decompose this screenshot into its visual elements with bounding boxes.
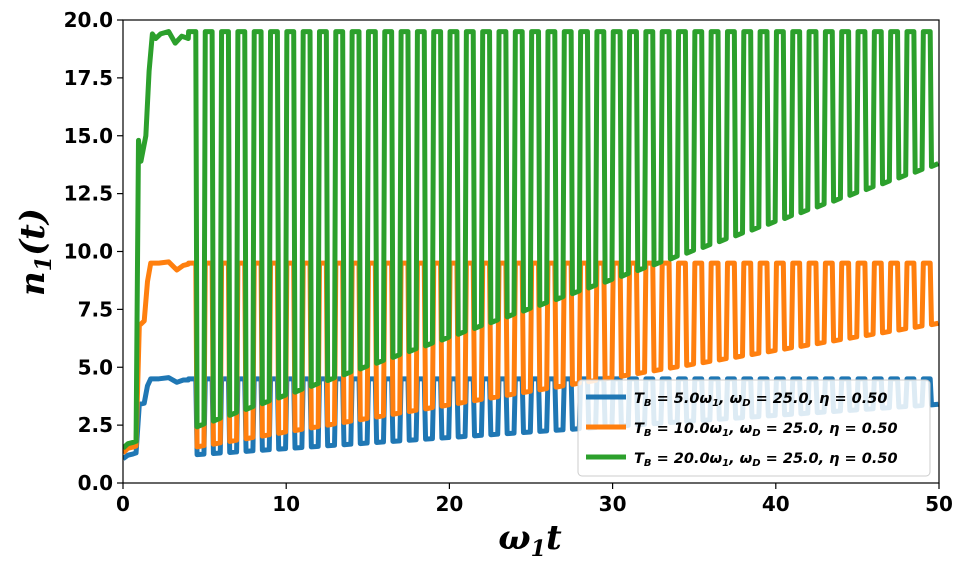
legend-entry-1: TB = 10.0ω1, ωD = 25.0, η = 0.50 — [634, 421, 898, 439]
y-tick-label: 2.5 — [78, 413, 113, 437]
y-tick-label: 5.0 — [78, 355, 113, 379]
legend-entry-2: TB = 20.0ω1, ωD = 25.0, η = 0.50 — [634, 451, 898, 469]
y-tick-label: 20.0 — [64, 8, 113, 32]
x-tick-label: 20 — [435, 492, 463, 516]
y-tick-label: 17.5 — [64, 66, 113, 90]
legend-entry-0: TB = 5.0ω1, ωD = 25.0, η = 0.50 — [634, 391, 887, 409]
series-line-2 — [123, 29, 939, 451]
legend-frame — [577, 379, 931, 477]
x-axis-title: ω1t — [498, 518, 562, 562]
y-axis-title: n1(t) — [13, 208, 57, 296]
x-tick-label: 30 — [599, 492, 627, 516]
legend: TB = 5.0ω1, ωD = 25.0, η = 0.50 TB = 10.… — [577, 379, 931, 477]
x-tick-label: 40 — [762, 492, 790, 516]
y-tick-label: 10.0 — [64, 240, 113, 264]
y-tick-label: 12.5 — [64, 182, 113, 206]
x-tick-label: 10 — [272, 492, 300, 516]
x-tick-label: 0 — [116, 492, 130, 516]
y-tick-label: 0.0 — [78, 471, 113, 495]
y-tick-label: 7.5 — [78, 297, 113, 321]
tick-layer: 0 10 20 30 40 50 0.0 2.5 5.0 7.5 10.0 12.5 15.0 17.5 2… — [64, 8, 953, 516]
y-tick-label: 15.0 — [64, 124, 113, 148]
x-tick-label: 50 — [925, 492, 953, 516]
